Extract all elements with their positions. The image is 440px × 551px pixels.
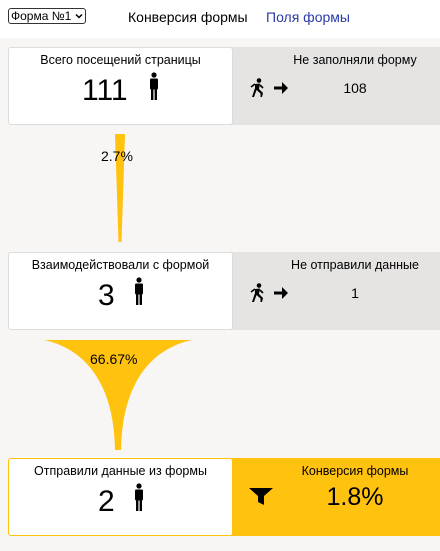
not-filled-panel: Не заполняли форму 108 [226, 47, 440, 125]
submitted-card: Отправили данные из формы 2 [8, 458, 233, 536]
tab-form-fields[interactable]: Поля формы [266, 9, 350, 25]
runner-arrow-icon [250, 283, 288, 302]
submitted-value: 2 [98, 485, 115, 518]
form-select[interactable]: Форма №1 [8, 8, 87, 24]
interacted-value: 3 [98, 279, 115, 312]
conversion-value: 1.8% [326, 483, 384, 511]
not-submitted-title: Не отправили данные [291, 258, 419, 272]
visits-card: Всего посещений страницы 111 [8, 47, 233, 125]
not-filled-value: 108 [343, 80, 367, 96]
funnel-connector-2 [44, 340, 192, 450]
form-select-value: Форма №1 [11, 9, 72, 23]
tab-form-conversion[interactable]: Конверсия формы [128, 9, 248, 25]
not-submitted-panel: Не отправили данные 1 [226, 252, 440, 330]
funnel-row-submitted: Отправили данные из формы 2 Конверсия фо… [8, 458, 440, 536]
person-icon [135, 483, 143, 511]
interacted-title: Взаимодействовали с формой [31, 258, 210, 272]
funnel-icon [249, 488, 273, 505]
step-conversion-1: 2.7% [101, 148, 133, 164]
funnel-row-interacted: Взаимодействовали с формой 3 Не отправил… [8, 252, 440, 330]
step-conversion-2: 66.67% [90, 351, 138, 367]
not-filled-title: Не заполняли форму [293, 53, 417, 67]
not-submitted-value: 1 [351, 285, 359, 301]
conversion-title: Конверсия формы [301, 464, 409, 478]
person-icon [135, 277, 143, 305]
interacted-card: Взаимодействовали с формой 3 [8, 252, 233, 330]
visits-title: Всего посещений страницы [40, 53, 201, 67]
visits-value: 111 [82, 74, 128, 107]
runner-arrow-icon [250, 78, 288, 97]
person-icon [150, 72, 158, 100]
chevron-down-icon [75, 13, 83, 19]
top-bar: Форма №1 Конверсия формы Поля формы [0, 0, 440, 38]
conversion-panel: Конверсия формы 1.8% [226, 458, 440, 536]
submitted-title: Отправили данные из формы [34, 464, 207, 478]
funnel-row-visits: Всего посещений страницы 111 Не заполнял… [8, 47, 440, 125]
funnel-connector-1 [115, 134, 125, 242]
